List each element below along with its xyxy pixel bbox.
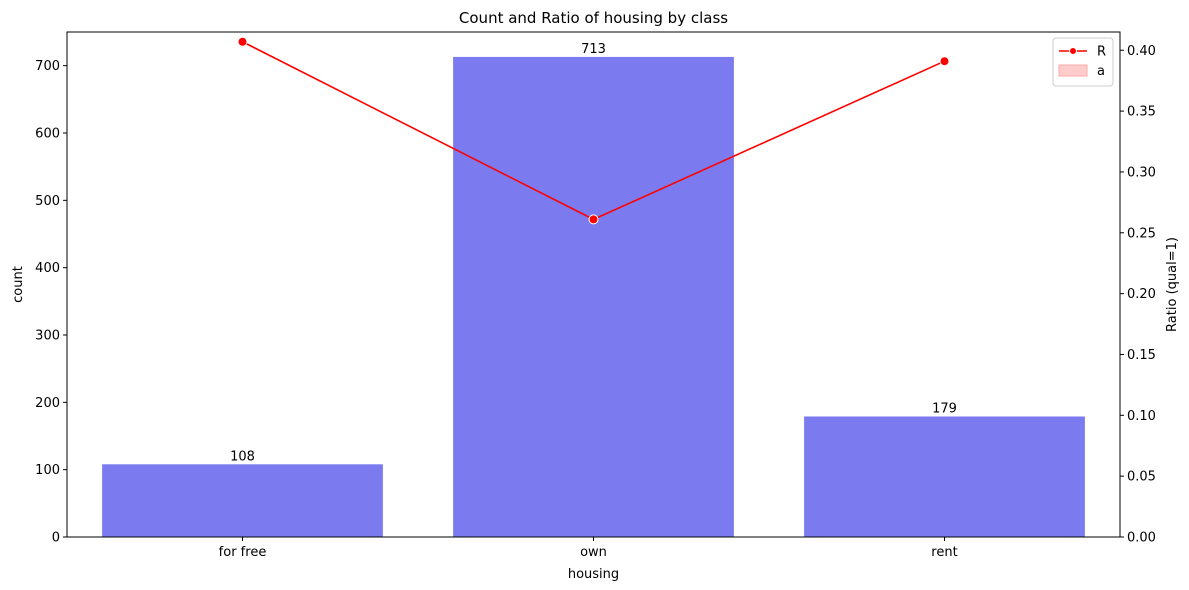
- bar-data-label-1: 713: [581, 42, 606, 57]
- y-tick-label-0: 0: [52, 531, 60, 546]
- x-axis-label: housing: [568, 567, 619, 582]
- x-tick-label-0: for free: [219, 545, 267, 560]
- y2-tick-label-8: 0.40: [1127, 44, 1156, 59]
- bars-layer: 108 713 179: [102, 42, 1085, 538]
- x-tick-label-2: rent: [931, 545, 957, 560]
- x-axis: for free own rent: [219, 537, 958, 560]
- legend-area-swatch: [1058, 64, 1088, 77]
- y-tick-label-3: 300: [35, 329, 60, 344]
- y-axis-label: count: [11, 266, 26, 303]
- y2-tick-label-7: 0.35: [1127, 105, 1156, 120]
- legend-label-line: R: [1097, 45, 1106, 60]
- y-tick-label-2: 200: [35, 396, 60, 411]
- legend-label-area: a: [1097, 64, 1105, 79]
- x-tick-label-1: own: [580, 545, 607, 560]
- ratio-line-layer: [237, 36, 950, 225]
- left-axis: 0 100 200 300 400 500 600 700: [35, 59, 67, 546]
- ratio-point-2: [939, 56, 950, 67]
- bar-2: [804, 416, 1085, 537]
- y-tick-label-1: 100: [35, 463, 60, 478]
- bar-1: [453, 56, 734, 538]
- bar-data-label-2: 179: [932, 401, 957, 416]
- bar-data-label-0: 108: [230, 449, 255, 464]
- legend-marker-swatch: [1069, 47, 1077, 55]
- y2-tick-label-6: 0.30: [1127, 165, 1156, 180]
- legend: R a: [1052, 37, 1114, 87]
- y2-tick-label-0: 0.00: [1127, 531, 1156, 546]
- chart-title: Count and Ratio of housing by class: [459, 9, 728, 27]
- y2-tick-label-3: 0.15: [1127, 348, 1156, 363]
- ratio-point-1: [588, 214, 599, 225]
- ratio-point-0: [237, 36, 248, 47]
- y-tick-label-7: 700: [35, 59, 60, 74]
- y2-tick-label-2: 0.10: [1127, 409, 1156, 424]
- right-axis: 0.00 0.05 0.10 0.15 0.20 0.25 0.30 0.35 0.40: [1120, 44, 1156, 546]
- y2-tick-label-5: 0.25: [1127, 226, 1156, 241]
- y-tick-label-6: 600: [35, 127, 60, 142]
- bar-0: [102, 464, 383, 537]
- y-tick-label-5: 500: [35, 194, 60, 209]
- y2-tick-label-4: 0.20: [1127, 287, 1156, 302]
- y2-tick-label-1: 0.05: [1127, 470, 1156, 485]
- y2-axis-label: Ratio (qual=1): [1165, 237, 1180, 332]
- y-tick-label-4: 400: [35, 261, 60, 276]
